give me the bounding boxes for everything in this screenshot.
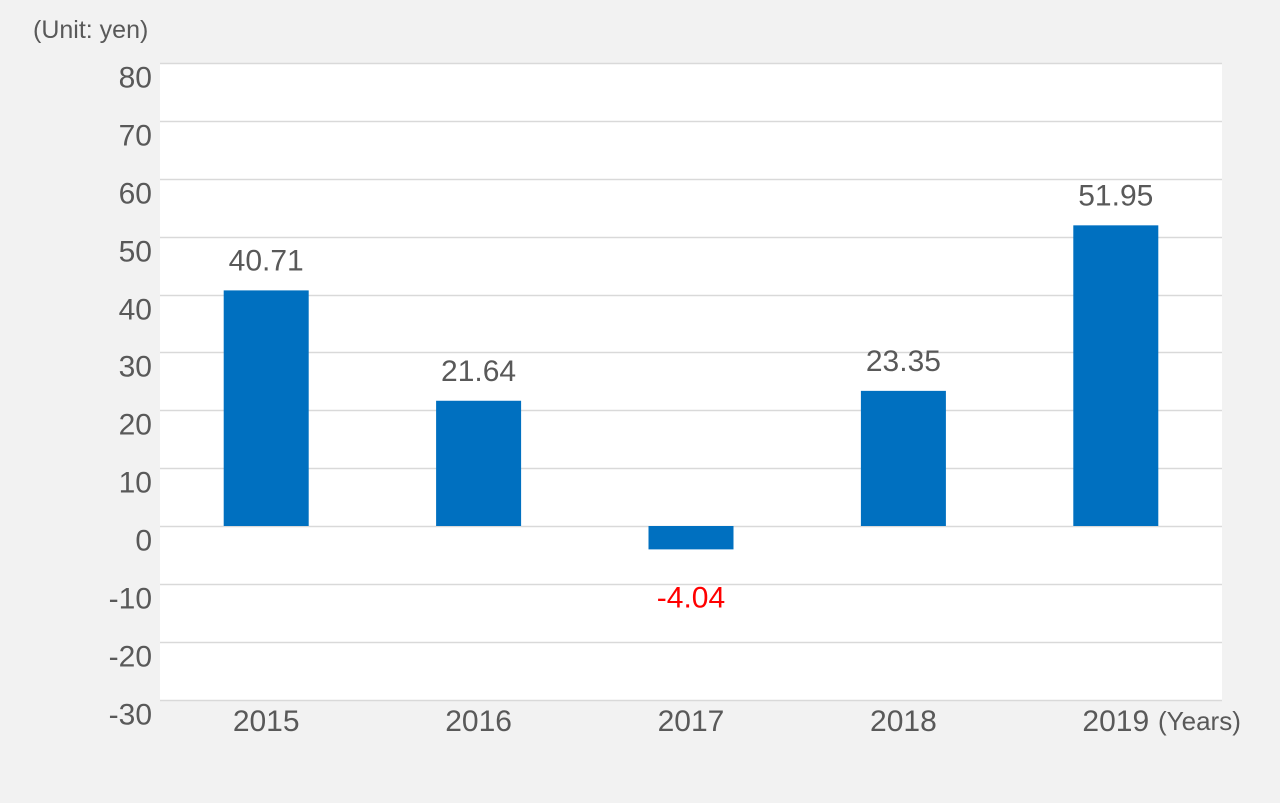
data-labels: 40.71 21.64 -4.04 23.35 51.95 (229, 179, 1154, 614)
x-tick-label-2015: 2015 (233, 705, 300, 738)
x-tick-label-2018: 2018 (870, 705, 937, 738)
y-axis-ticks: 80 70 60 50 40 30 20 10 0 -10 -20 -30 (109, 62, 152, 732)
y-tick-label: 0 (135, 525, 152, 558)
y-tick-label: -20 (109, 641, 152, 674)
y-tick-label: 30 (119, 351, 152, 384)
data-label-2015: 40.71 (229, 244, 304, 277)
bar-2017 (648, 526, 734, 550)
y-tick-label: 60 (119, 178, 152, 211)
x-axis-unit-label: (Years) (1158, 706, 1241, 736)
x-tick-label-2016: 2016 (445, 705, 512, 738)
x-axis-ticks: 2015 2016 2017 2018 2019 (233, 705, 1149, 738)
y-tick-label: 70 (119, 120, 152, 153)
data-label-2016: 21.64 (441, 355, 516, 388)
y-tick-label: 40 (119, 294, 152, 327)
gridlines (160, 62, 1222, 702)
unit-label: (Unit: yen) (33, 16, 148, 44)
y-tick-label: 80 (119, 62, 152, 95)
bar-2015 (223, 290, 309, 526)
data-label-2019: 51.95 (1078, 179, 1153, 212)
data-label-2017: -4.04 (657, 581, 725, 614)
bar-2018 (860, 390, 946, 526)
y-tick-label: 50 (119, 236, 152, 269)
plot-area (160, 63, 1222, 700)
y-tick-label: 20 (119, 409, 152, 442)
y-tick-label: 10 (119, 467, 152, 500)
bar-2019 (1073, 225, 1159, 527)
y-tick-label: -30 (109, 699, 152, 732)
x-tick-label-2017: 2017 (658, 705, 725, 738)
data-label-2018: 23.35 (866, 345, 941, 378)
y-tick-label: -10 (109, 583, 152, 616)
bars (223, 225, 1159, 550)
x-tick-label-2019: 2019 (1082, 705, 1149, 738)
bar-2016 (436, 400, 522, 526)
